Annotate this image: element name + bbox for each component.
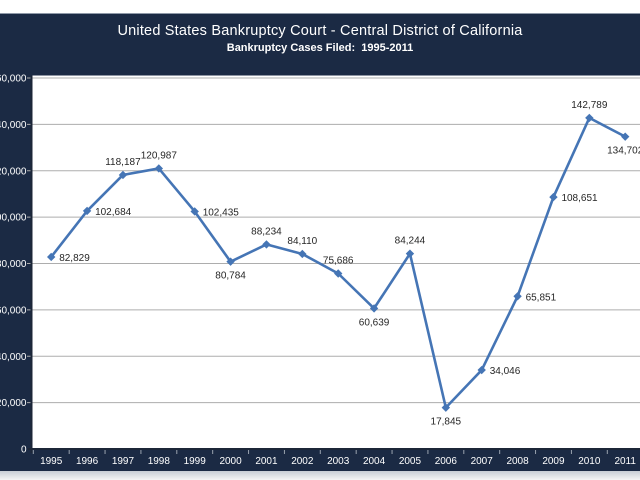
data-point-marker (585, 113, 594, 123)
data-point-marker (441, 403, 451, 412)
x-tick-label: 2007 (471, 456, 494, 467)
y-tick-label: 160,000 (0, 74, 27, 85)
data-point-marker (549, 192, 558, 202)
y-tick-label: 0 (21, 445, 27, 456)
data-point-label: 102,684 (95, 207, 132, 218)
bottom-edge-strip (0, 471, 640, 480)
x-tick-label: 1999 (184, 456, 207, 467)
data-point-label: 34,046 (490, 366, 521, 377)
x-tick-label: 1998 (148, 456, 171, 467)
x-tick-label: 2003 (327, 456, 350, 467)
y-tick-label: 60,000 (0, 305, 27, 316)
data-point-marker (154, 164, 164, 173)
x-tick-label: 2000 (219, 456, 242, 467)
data-point-marker (226, 257, 235, 266)
data-point-marker (298, 249, 307, 259)
data-point-label: 75,686 (323, 256, 354, 267)
data-point-marker (118, 170, 128, 180)
data-point-label: 65,851 (526, 292, 557, 303)
y-tick-label: 120,000 (0, 166, 27, 177)
x-tick-label: 2004 (363, 456, 386, 467)
y-tick-label: 80,000 (0, 259, 27, 270)
data-point-label: 108,651 (561, 193, 598, 204)
chart-subtitle: Bankruptcy Cases Filed: 1995-2011 (226, 42, 414, 54)
data-point-marker (334, 269, 343, 278)
data-point-label: 17,845 (431, 417, 462, 428)
x-tick-label: 2011 (614, 456, 636, 467)
data-point-label: 84,110 (287, 236, 317, 247)
data-point-marker (369, 304, 379, 313)
chart-title: United States Bankruptcy Court - Central… (117, 23, 523, 39)
x-tick-label: 2001 (255, 456, 278, 467)
data-point-marker (47, 252, 56, 262)
data-point-label: 120,987 (141, 150, 178, 161)
x-tick-label: 2008 (506, 456, 529, 467)
data-point-label: 60,639 (359, 317, 390, 328)
data-point-marker (262, 240, 271, 249)
data-point-label: 118,187 (105, 157, 141, 168)
data-point-marker (513, 292, 522, 301)
x-tick-label: 2005 (399, 456, 422, 467)
x-tick-label: 2010 (578, 456, 601, 467)
data-point-marker (621, 132, 630, 141)
x-tick-label: 1996 (76, 456, 99, 467)
x-tick-label: 1995 (40, 456, 63, 467)
data-point-marker (82, 206, 92, 216)
data-point-label: 80,784 (215, 271, 246, 282)
data-point-label: 134,702 (607, 146, 640, 157)
data-point-label: 82,829 (59, 253, 90, 264)
y-tick-label: 140,000 (0, 120, 27, 131)
y-tick-label: 40,000 (0, 352, 27, 363)
data-point-marker (477, 365, 486, 375)
data-point-label: 84,244 (395, 236, 426, 247)
y-tick-label: 20,000 (0, 398, 27, 409)
x-tick-label: 2006 (435, 456, 458, 467)
x-tick-label: 2009 (542, 456, 565, 467)
plot-area (31, 75, 640, 449)
data-point-marker (405, 249, 415, 258)
data-point-label: 102,435 (203, 207, 240, 218)
x-tick-label: 2002 (291, 456, 314, 467)
data-point-label: 142,789 (571, 100, 608, 111)
x-tick-label: 1997 (112, 456, 135, 467)
data-point-label: 88,234 (251, 226, 282, 237)
data-point-marker (190, 207, 199, 216)
y-tick-label: 100,000 (0, 213, 27, 224)
